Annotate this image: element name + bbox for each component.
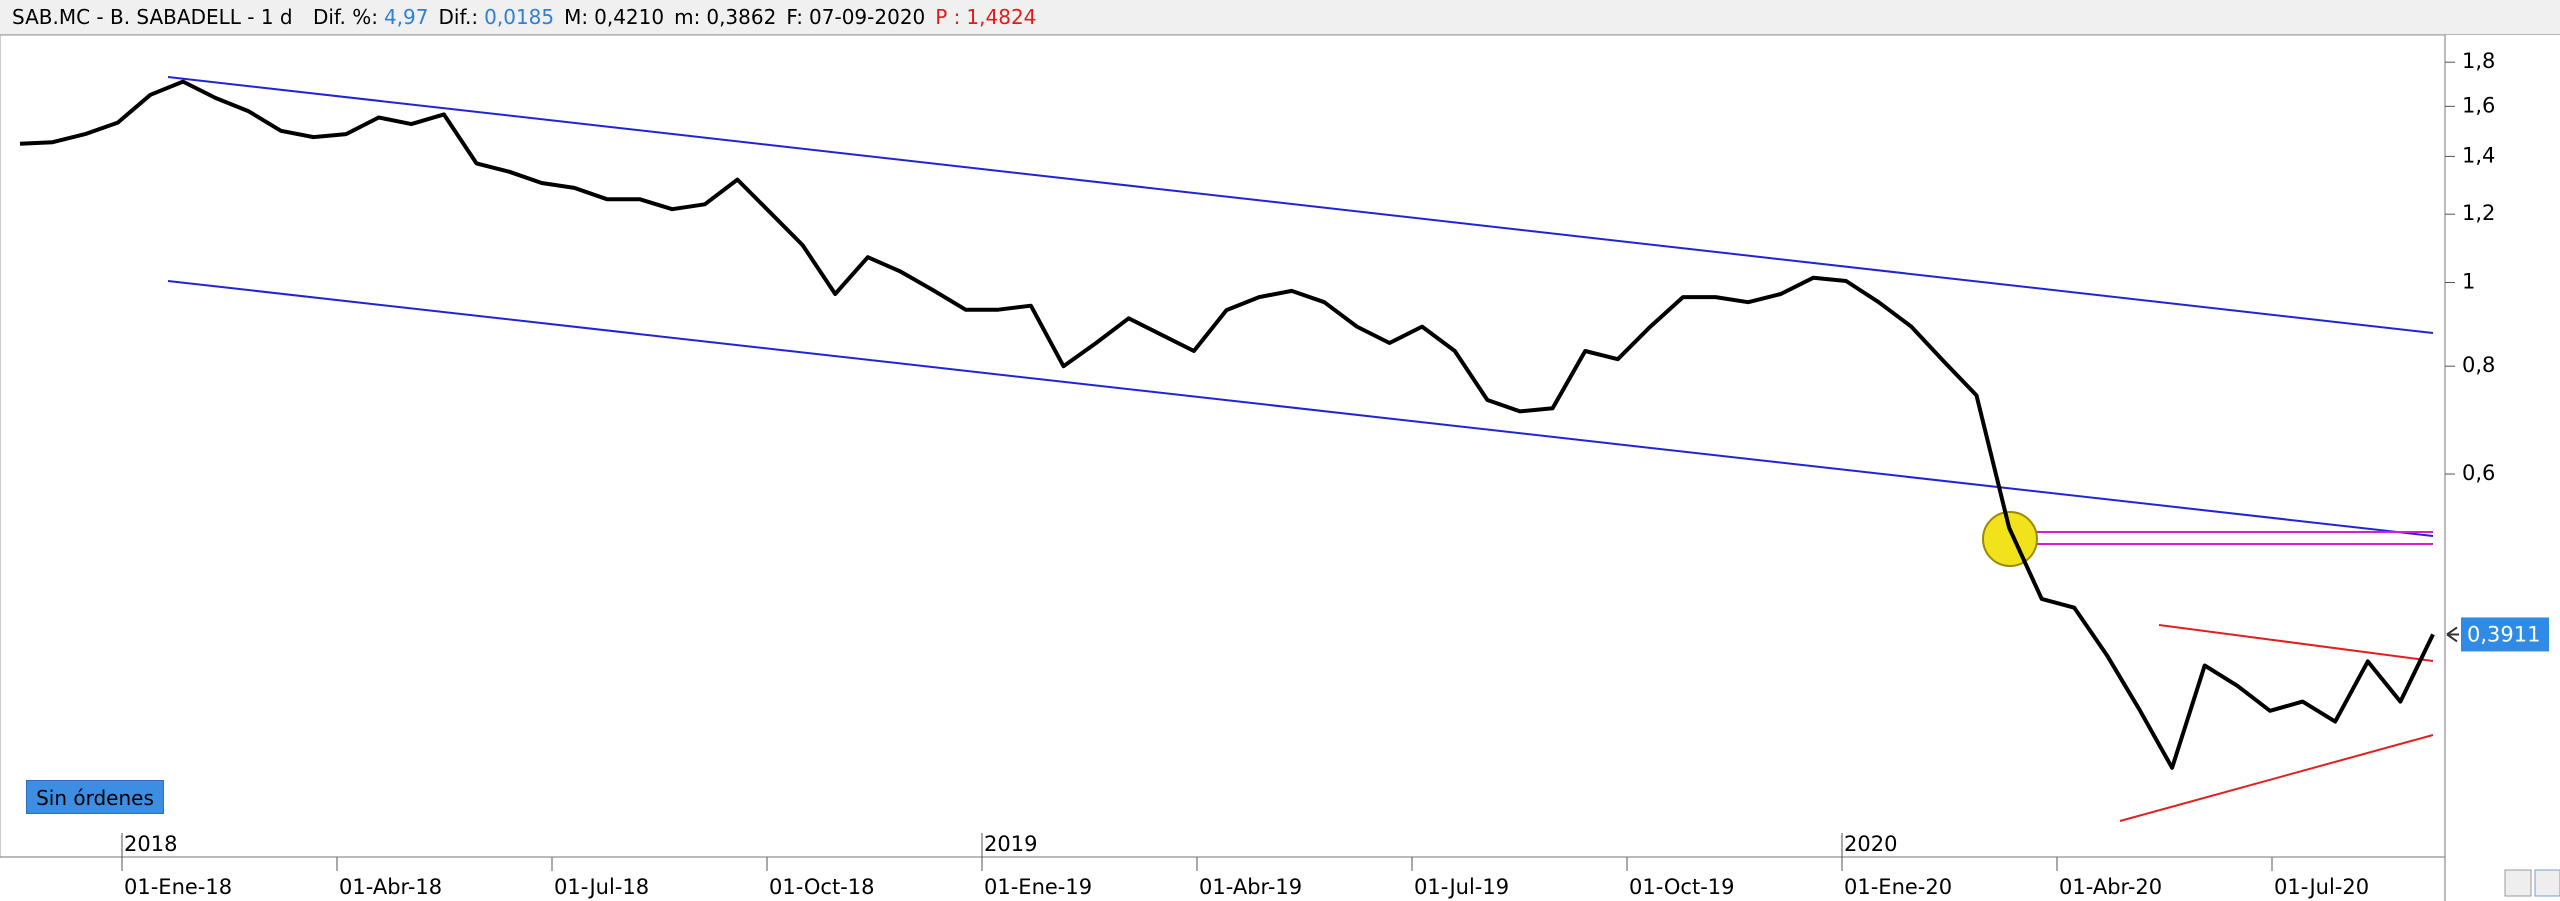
x-tick-label: 01-Abr-18 [339, 875, 442, 899]
field-value: 07-09-2020 [809, 5, 926, 29]
x-tick-label: 01-Abr-20 [2059, 875, 2162, 899]
highlight-marker [1982, 511, 2038, 567]
triangle-line [2158, 624, 2434, 662]
field-label: m: [674, 5, 701, 29]
scroll-icon[interactable] [2504, 869, 2532, 897]
price-label: 0,3911 [2467, 622, 2540, 646]
x-tick-label: 01-Abr-19 [1199, 875, 1302, 899]
orders-button[interactable]: Sin órdenes [26, 780, 164, 814]
field-label: Dif.: [438, 5, 479, 29]
field-value: 1,4824 [966, 5, 1037, 29]
y-tick-label: 1,4 [2462, 143, 2495, 167]
field-value: 0,3862 [706, 5, 777, 29]
y-tick-label: 1 [2462, 270, 2475, 294]
year-label: 2019 [984, 832, 1037, 856]
year-label: 2020 [1844, 832, 1897, 856]
y-axis-panel [2445, 35, 2560, 901]
x-tick-label: 01-Oct-18 [769, 875, 875, 899]
field-label: P : [935, 5, 961, 29]
triangle-line [2119, 734, 2434, 822]
y-tick-label: 1,6 [2462, 93, 2495, 117]
field-label: Dif. %: [312, 5, 378, 29]
trend-line [167, 76, 2434, 334]
plot-area [0, 35, 2446, 858]
scroll-icon[interactable] [2534, 869, 2560, 897]
x-tick-label: 01-Ene-19 [984, 875, 1092, 899]
y-tick-label: 1,2 [2462, 201, 2495, 225]
x-tick-label: 01-Oct-19 [1629, 875, 1735, 899]
x-tick-label: 01-Ene-18 [124, 875, 232, 899]
marks [19, 79, 2435, 770]
field-label: M: [564, 5, 589, 29]
x-tick-label: 01-Jul-20 [2274, 875, 2369, 899]
field-value: 4,97 [383, 5, 429, 29]
price-box [2461, 617, 2549, 652]
y-tick-label: 0,8 [2462, 353, 2495, 377]
header-bar: SAB.MC - B. SABADELL - 1 d Dif. %: 4,97 Di… [0, 0, 2560, 35]
trend-line [167, 280, 2434, 537]
price-pointer [2446, 626, 2459, 643]
field-label: F: [786, 5, 804, 29]
chart: 1,8 1,6 1,4 1,2 1 0,8 0,6 01-Ene-18 01-Abr-18 01-… [0, 35, 2560, 901]
y-tick-label: 1,8 [2462, 49, 2495, 73]
year-label: 2018 [124, 832, 177, 856]
x-tick-label: 01-Jul-18 [554, 875, 649, 899]
x-tick-label: 01-Jul-19 [1414, 875, 1509, 899]
x-tick-label: 01-Ene-20 [1844, 875, 1952, 899]
price-line [19, 79, 2435, 770]
y-tick-label: 0,6 [2462, 461, 2495, 485]
symbol: SAB.MC - B. SABADELL - 1 d [12, 5, 293, 29]
field-value: 0,0185 [484, 5, 555, 29]
field-value: 0,4210 [594, 5, 665, 29]
